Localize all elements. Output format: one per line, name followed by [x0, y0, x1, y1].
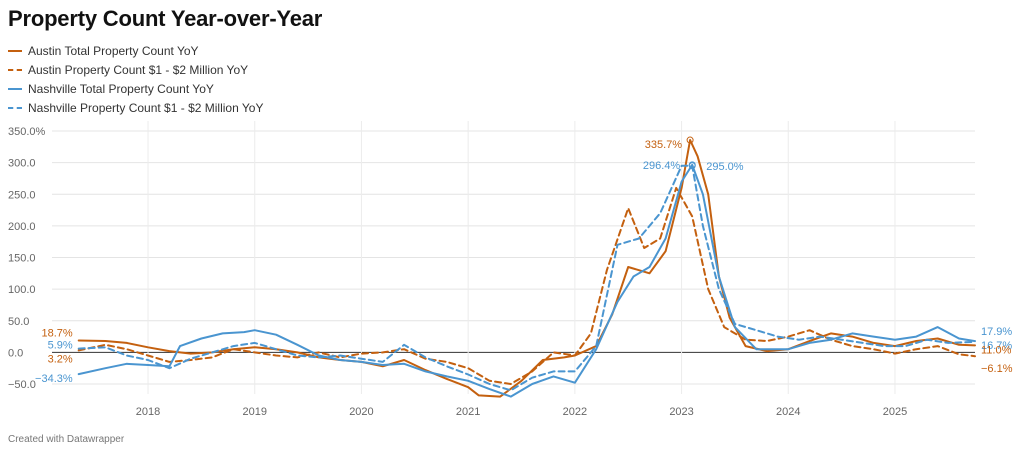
legend-label: Nashville Property Count $1 - $2 Million…: [28, 100, 264, 115]
y-tick-label: 300.0: [8, 158, 36, 170]
data-label: 17.9%: [981, 326, 1012, 338]
data-label: 16.7%: [981, 340, 1012, 352]
y-tick-label: −50.0: [8, 379, 36, 391]
credit-text: Created with Datawrapper: [8, 434, 125, 445]
data-label: 11.0%: [981, 344, 1012, 356]
x-tick-label: 2020: [349, 406, 373, 418]
series-line-1: [77, 186, 976, 385]
data-label: −6.1%: [981, 363, 1013, 375]
legend-swatch: [8, 106, 22, 109]
x-tick-label: 2019: [242, 406, 266, 418]
y-tick-label: 350.0%: [8, 126, 46, 138]
series-line-3: [77, 164, 976, 392]
legend-swatch: [8, 49, 22, 52]
y-tick-label: 100.0: [8, 284, 36, 296]
legend-label: Austin Total Property Count YoY: [28, 43, 199, 58]
legend-label: Nashville Total Property Count YoY: [28, 81, 214, 96]
legend: Austin Total Property Count YoY Austin P…: [8, 41, 263, 117]
x-tick-label: 2021: [456, 406, 480, 418]
legend-item-austin-1-2m: Austin Property Count $1 - $2 Million Yo…: [8, 60, 263, 79]
series-line-0: [77, 139, 976, 398]
y-tick-label: 50.0: [8, 316, 29, 328]
x-tick-label: 2018: [136, 406, 160, 418]
data-label: 335.7%: [645, 139, 683, 151]
peak-marker: [686, 136, 694, 144]
data-label: 18.7%: [41, 328, 72, 340]
series-line-2: [77, 163, 976, 398]
legend-item-nashville-total: Nashville Total Property Count YoY: [8, 79, 263, 98]
peak-marker: [688, 162, 696, 170]
legend-label: Austin Property Count $1 - $2 Million Yo…: [28, 62, 249, 77]
y-tick-label: 150.0: [8, 253, 36, 265]
data-label: −34.3%: [35, 373, 73, 385]
legend-swatch: [8, 68, 22, 71]
legend-item-nashville-1-2m: Nashville Property Count $1 - $2 Million…: [8, 98, 263, 117]
x-tick-label: 2024: [776, 406, 800, 418]
y-tick-label: 200.0: [8, 221, 36, 233]
data-label: 5.9%: [48, 340, 73, 352]
y-tick-label: 0.0: [8, 347, 23, 359]
legend-swatch: [8, 87, 22, 90]
legend-item-austin-total: Austin Total Property Count YoY: [8, 41, 263, 60]
data-label: 296.4%: [643, 160, 681, 172]
chart-title: Property Count Year-over-Year: [8, 6, 323, 31]
x-tick-label: 2023: [669, 406, 693, 418]
data-label: 3.2%: [48, 353, 73, 365]
x-tick-label: 2022: [563, 406, 587, 418]
y-tick-label: 250.0: [8, 189, 36, 201]
x-tick-label: 2025: [883, 406, 907, 418]
data-label: 295.0%: [706, 161, 744, 173]
